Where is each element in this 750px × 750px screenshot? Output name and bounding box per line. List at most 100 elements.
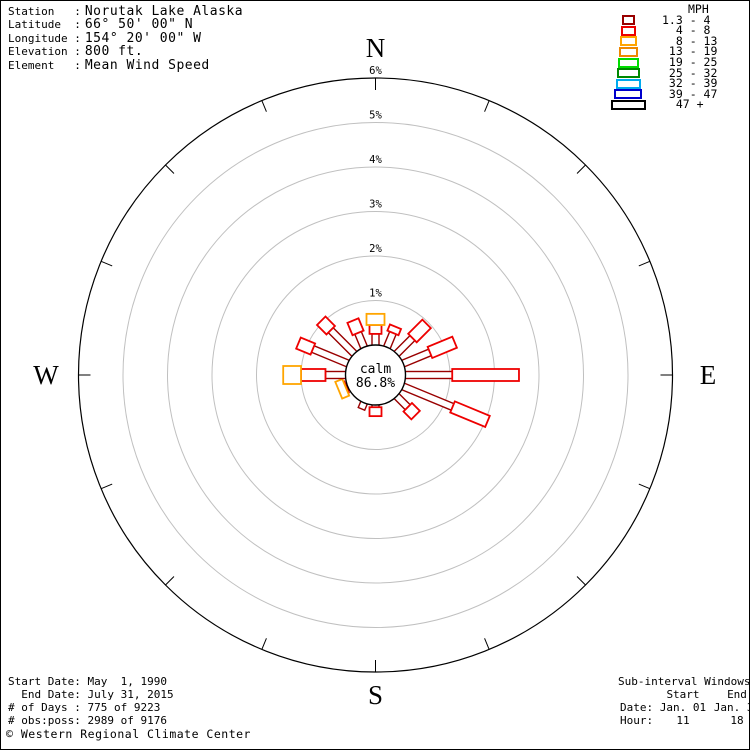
legend-range-label: 47 + (662, 97, 704, 112)
station-row: Elevation :800 ft. (8, 44, 243, 60)
station-row: Longitude :154° 20' 00" W (8, 30, 243, 46)
legend-color-box (621, 15, 635, 26)
station-row: Station : Norutak Lake Alaska (8, 4, 244, 19)
calm-label: calm (360, 362, 391, 377)
petal-ESE (399, 381, 491, 429)
ring-label-2pct: 2% (369, 243, 382, 255)
petal-segment-bin1 (399, 348, 433, 369)
legend-range-label: 8 - 13 (662, 33, 718, 48)
ring-5pct (122, 122, 629, 628)
compass-south: S (368, 680, 383, 710)
sub-interval-start-value: 11 (676, 714, 690, 727)
station-row: Latitude :66° 50' 00" N (8, 17, 243, 33)
petal-segment-bin2 (426, 335, 459, 360)
legend-row (621, 15, 635, 26)
petal-segment-bin1 (324, 370, 349, 380)
direction-tick (638, 260, 651, 267)
sub-interval-end-value: 18 (730, 714, 744, 727)
direction-tick (165, 164, 175, 174)
legend-row (616, 68, 640, 79)
direction-tick (484, 100, 490, 112)
legend-range-label: 13 - 19 (662, 44, 718, 59)
compass-east: E (700, 360, 717, 390)
col-header-end: End (727, 688, 747, 701)
direction-tick (100, 260, 113, 267)
ring-4pct (167, 166, 584, 584)
station-row: Element : Mean Wind Speed (8, 57, 243, 73)
sub-interval-block: Sub-interval Windows Start End Date: Jan. 0… (610, 675, 750, 727)
sub-interval-row-label: Date: (620, 701, 654, 714)
station-row-value: Mean Wind Speed (84, 57, 210, 73)
station-row-label: Elevation : (8, 45, 81, 59)
legend-range-label: 39 - 47 (662, 86, 718, 101)
legend-color-box (620, 25, 636, 36)
petal-segment-bin2 (346, 317, 365, 337)
legend-color-box (617, 57, 639, 68)
ring-3pct (211, 211, 540, 539)
station-row-label: Element : (8, 58, 81, 72)
station-row-label: Longitude : (8, 31, 81, 45)
petal-segment-bin3 (365, 312, 386, 326)
petal-NNE (382, 323, 403, 352)
legend-row (610, 100, 646, 111)
legend-range-label: 4 - 8 (662, 23, 711, 38)
petal-N (365, 312, 386, 348)
calm-circle (344, 344, 407, 406)
sub-interval-table: Start End Date: Jan. 01 Jan. 31 Hour: 11 18 (610, 688, 750, 727)
ring-label-3pct: 3% (369, 199, 382, 211)
station-row-value: Norutak Lake Alaska (84, 4, 244, 19)
copyright-text: © Western Regional Climate Center (6, 727, 251, 741)
sub-interval-end-value: Jan. 31 (713, 701, 750, 714)
speed-legend: MPH 1.3 - 4 4 - 8 8 - 13 13 - 19 19 - 25 … (594, 2, 742, 112)
compass-north: N (366, 33, 386, 63)
legend-color-box (619, 36, 637, 47)
period-info-block: Start Date: May 1, 1990 End Date: July 3… (8, 675, 174, 727)
direction-tick (484, 638, 490, 650)
col-header-start: Start (666, 688, 700, 701)
station-row-value: 154° 20' 00" W (84, 30, 202, 46)
legend-title: MPH (688, 2, 709, 16)
ring-label-6pct: 6% (369, 65, 382, 77)
legend-range-label: 32 - 39 (662, 76, 718, 91)
ring-label-4pct: 4% (369, 154, 382, 166)
petal-segment-bin2 (386, 323, 403, 337)
legend-color-box (615, 78, 641, 89)
petal-segment-bin2 (315, 315, 337, 336)
petal-E (402, 368, 520, 382)
direction-tick (576, 164, 586, 174)
direction-tick (638, 483, 651, 490)
petal-NE (391, 318, 433, 359)
petal-segment-bin2 (406, 318, 433, 344)
legend-row (614, 89, 642, 100)
petal-segment-bin2 (300, 368, 327, 382)
direction-tick (165, 576, 175, 586)
legend-pyramid (594, 4, 662, 111)
station-row-value: 66° 50' 00" N (84, 17, 194, 33)
direction-tick (576, 576, 586, 586)
petal-segment-bin2 (294, 336, 317, 356)
petal-segment-bin1 (402, 370, 453, 380)
direction-tick (261, 100, 267, 112)
calm-percent-value: 86.8% (356, 376, 395, 391)
petal-segment-bin2 (402, 401, 422, 421)
ring-label-5pct: 5% (369, 110, 382, 122)
compass-west: W (33, 360, 59, 390)
petal-segment-bin3 (282, 365, 302, 385)
legend-range-label: 1.3 - 4 (662, 12, 711, 27)
legend-row (619, 36, 637, 47)
station-row-label: Latitude : (8, 18, 81, 32)
station-info-block: Station : Norutak Lake Alaska Latitude :66… (8, 5, 243, 72)
station-row-label: Station : (8, 5, 81, 18)
legend-color-box (614, 89, 642, 100)
legend-row (618, 47, 638, 58)
sub-interval-row-label: Hour: (620, 714, 654, 727)
legend-color-box (616, 68, 640, 79)
petal-NW (315, 315, 360, 359)
petal-W (282, 365, 349, 385)
legend-row (615, 78, 641, 90)
legend-range-label: 19 - 25 (662, 54, 718, 69)
petal-segment-bin2 (449, 400, 491, 429)
station-row-value: 800 ft. (84, 44, 144, 60)
legend-row (617, 57, 639, 68)
